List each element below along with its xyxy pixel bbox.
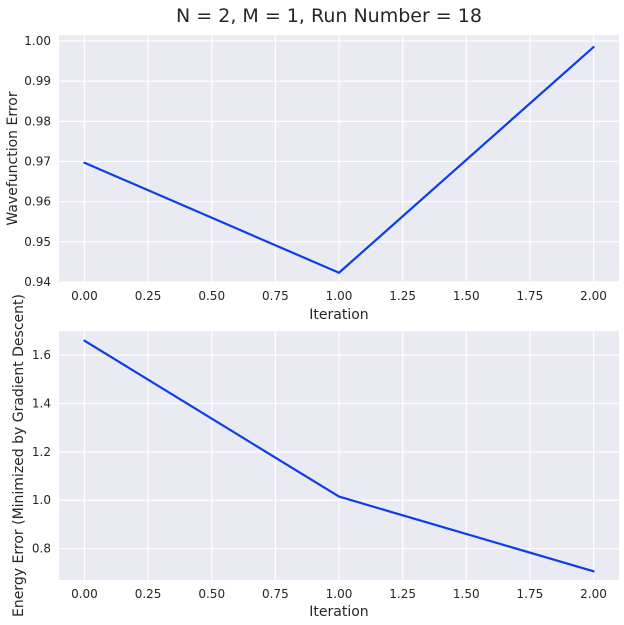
y-tick-label: 0.99: [24, 74, 51, 88]
x-tick-label: 1.75: [517, 587, 544, 601]
x-tick-label: 1.50: [453, 587, 480, 601]
y-tick-label: 1.2: [32, 445, 51, 459]
x-tick-label: 0.75: [262, 587, 289, 601]
chart-1: 0.00 0.25 0.50 0.75 1.00 1.25 1.50 1.75 2.00 0.94…: [5, 34, 619, 323]
x-tick-label: 1.00: [326, 587, 353, 601]
x-tick-label: 1.75: [517, 289, 544, 303]
x-tick-label: 0.00: [71, 289, 98, 303]
x-tick-label: 1.25: [389, 289, 416, 303]
y-tick-label: 0.8: [32, 542, 51, 556]
x-tick-label: 1.50: [453, 289, 480, 303]
x-tick-label: 2.00: [580, 587, 607, 601]
x-tick-label: 0.25: [135, 289, 162, 303]
y-tick-label: 1.0: [32, 493, 51, 507]
y-axis-label: Wavefunction Error: [5, 91, 21, 225]
y-tick-label: 0.95: [24, 235, 51, 249]
y-tick-label: 1.00: [24, 34, 51, 48]
y-tick-label: 0.97: [24, 155, 51, 169]
x-tick-label: 0.50: [198, 289, 225, 303]
y-tick-label: 0.98: [24, 114, 51, 128]
x-axis-label: Iteration: [309, 307, 368, 323]
x-tick-label: 0.00: [71, 587, 98, 601]
x-tick-label: 0.25: [135, 587, 162, 601]
figure-title: N = 2, M = 1, Run Number = 18: [176, 5, 482, 27]
x-tick-label: 2.00: [580, 289, 607, 303]
y-tick-label: 1.4: [32, 397, 51, 411]
y-tick-label: 0.94: [24, 275, 51, 289]
x-tick-label: 0.75: [262, 289, 289, 303]
y-axis-label: Energy Error (Minimized by Gradient Desc…: [11, 294, 27, 617]
chart-2: 0.00 0.25 0.50 0.75 1.00 1.25 1.50 1.75 2.00 0.8 1…: [11, 294, 619, 620]
y-tick-label: 1.6: [32, 348, 51, 362]
y-tick-label: 0.96: [24, 195, 51, 209]
x-axis-label: Iteration: [309, 604, 368, 620]
x-tick-label: 1.25: [389, 587, 416, 601]
x-tick-label: 0.50: [198, 587, 225, 601]
x-tick-label: 1.00: [326, 289, 353, 303]
